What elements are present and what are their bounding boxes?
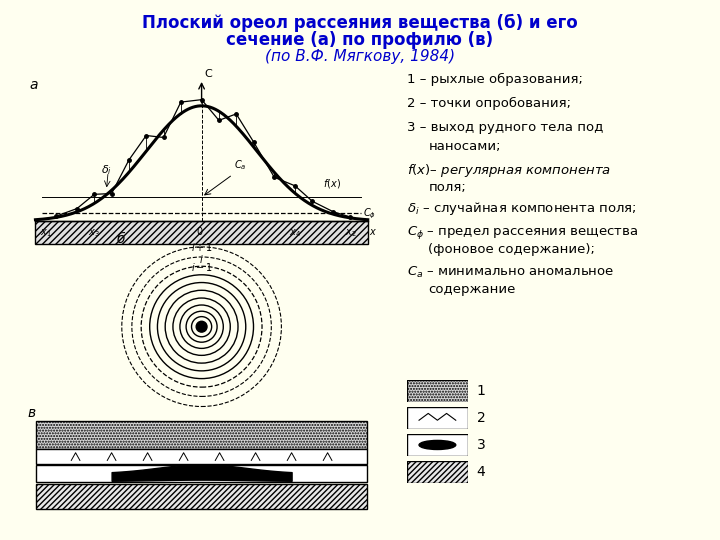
Text: $C_\phi$ – предел рассеяния вещества: $C_\phi$ – предел рассеяния вещества <box>407 224 638 241</box>
Text: поля;: поля; <box>428 181 466 194</box>
Text: 1: 1 <box>477 384 485 398</box>
Text: $б$: $б$ <box>117 230 127 246</box>
Text: $x_4$: $x_4$ <box>289 227 301 239</box>
Text: C: C <box>204 69 212 79</box>
Text: 4: 4 <box>477 465 485 479</box>
Text: $i$: $i$ <box>199 253 204 265</box>
Text: Плоский ореол рассеяния вещества (б) и его: Плоский ореол рассеяния вещества (б) и е… <box>142 14 578 32</box>
Text: $\delta_i$ – случайная компонента поля;: $\delta_i$ – случайная компонента поля; <box>407 200 636 217</box>
Text: $x_3$: $x_3$ <box>89 227 100 239</box>
Text: наносами;: наносами; <box>428 140 501 153</box>
Bar <box>36 449 367 464</box>
Text: $x_1$: $x_1$ <box>40 227 52 239</box>
Text: (фоновое содержание);: (фоновое содержание); <box>428 243 595 256</box>
Text: $a$: $a$ <box>29 78 38 92</box>
Text: $C_a$ – минимально аномальное: $C_a$ – минимально аномальное <box>407 265 614 280</box>
Text: $в$: $в$ <box>27 406 37 420</box>
Text: $\delta_i$: $\delta_i$ <box>102 164 112 178</box>
Text: 3: 3 <box>477 438 485 452</box>
Text: $x_2$: $x_2$ <box>345 227 356 239</box>
Text: $f(x)$– регулярная компонента: $f(x)$– регулярная компонента <box>407 162 611 179</box>
Text: $x$: $x$ <box>369 227 377 238</box>
Text: $f(x)$: $f(x)$ <box>323 177 341 190</box>
Text: $0$: $0$ <box>196 225 204 238</box>
Text: 3 – выход рудного тела под: 3 – выход рудного тела под <box>407 122 603 134</box>
Text: 2: 2 <box>477 411 485 425</box>
Bar <box>36 421 367 449</box>
Bar <box>36 483 367 509</box>
Text: $C_\phi$: $C_\phi$ <box>363 207 376 221</box>
Bar <box>36 465 367 482</box>
Text: 1 – рыхлые образования;: 1 – рыхлые образования; <box>407 73 582 86</box>
Text: сечение (а) по профилю (в): сечение (а) по профилю (в) <box>226 31 494 49</box>
Text: содержание: содержание <box>428 284 516 296</box>
Text: $C_a$: $C_a$ <box>235 159 247 172</box>
Text: (по В.Ф. Мягкову, 1984): (по В.Ф. Мягкову, 1984) <box>265 49 455 64</box>
Text: 2 – точки опробования;: 2 – точки опробования; <box>407 97 571 110</box>
Ellipse shape <box>419 441 456 449</box>
Circle shape <box>196 321 207 332</box>
Text: $i+1$: $i+1$ <box>191 241 212 253</box>
Text: $i-1$: $i-1$ <box>191 261 212 273</box>
Bar <box>35 221 368 244</box>
